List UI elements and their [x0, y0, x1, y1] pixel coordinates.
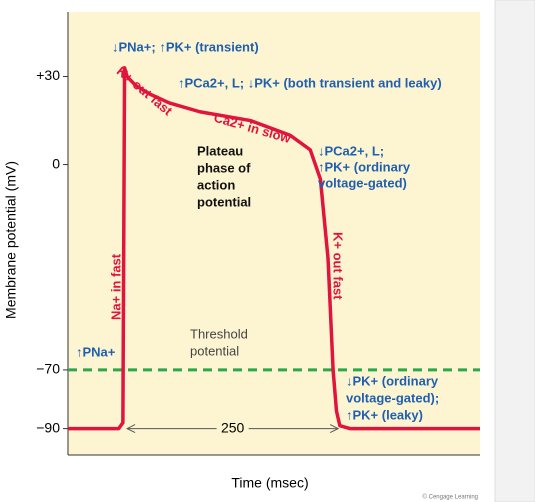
- annotation: ↑PK+ (leaky): [346, 407, 423, 422]
- annotation: ↑PNa+: [76, 344, 116, 359]
- y-tick-label: −70: [36, 361, 60, 377]
- credit: © Cengage Learning: [423, 494, 478, 501]
- x-axis-label: Time (msec): [231, 475, 308, 491]
- annotation: ↓PK+ (ordinary: [346, 373, 439, 388]
- y-axis-label: Membrane potential (mV): [3, 161, 19, 319]
- y-tick-label: 0: [52, 155, 60, 171]
- interval-label: 250: [221, 419, 245, 435]
- threshold-label: Threshold: [190, 326, 248, 341]
- interval-label-bg: [216, 420, 249, 437]
- annotation: K+ out fast: [331, 232, 346, 300]
- y-tick-label: −90: [36, 419, 60, 435]
- annotation: Plateau: [197, 143, 243, 158]
- annotation: potential: [197, 194, 251, 209]
- annotation: voltage-gated);: [346, 390, 439, 405]
- annotation: action: [197, 177, 235, 192]
- annotation: voltage-gated): [318, 175, 407, 190]
- threshold-label: potential: [190, 343, 239, 358]
- arrow-head: [125, 424, 340, 434]
- potential-line: [68, 65, 480, 431]
- side-panel: [494, 0, 535, 502]
- annotation: ↓PNa+; ↑PK+ (transient): [112, 39, 259, 54]
- annotation: ↑PCa2+, L; ↓PK+ (both transient and leak…: [178, 75, 442, 90]
- annotation: phase of: [197, 160, 251, 175]
- annotation: Na+ in fast: [108, 253, 123, 320]
- annotation: ↑PK+ (ordinary: [318, 159, 411, 174]
- annotation: ↓PCa2+, L;: [318, 143, 384, 158]
- y-tick-label: +30: [36, 67, 60, 83]
